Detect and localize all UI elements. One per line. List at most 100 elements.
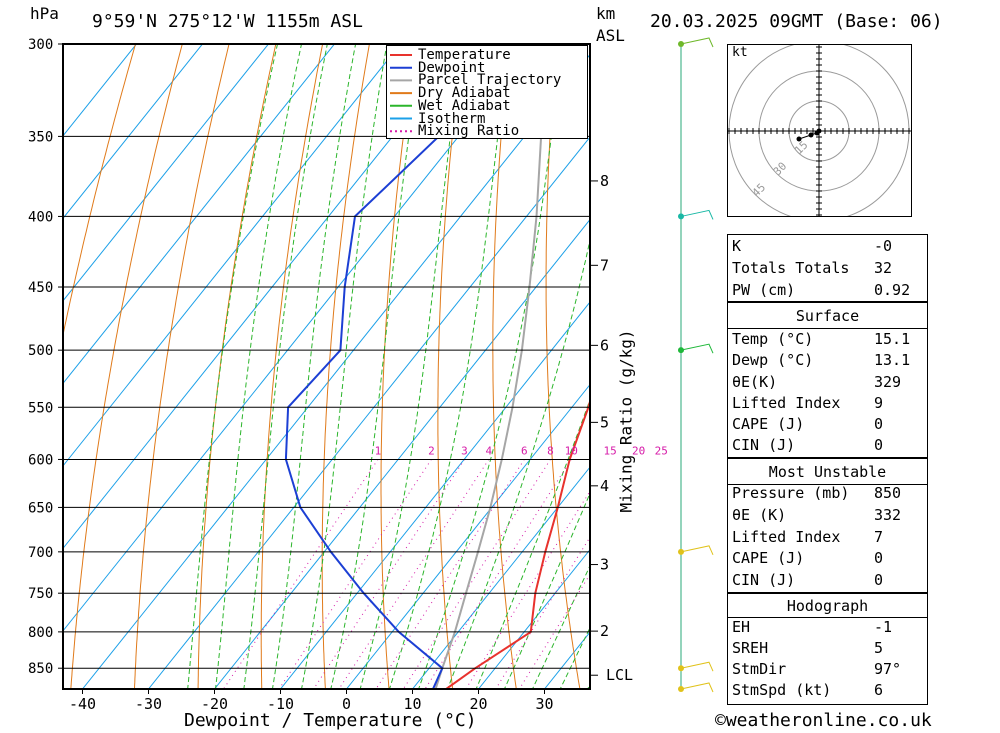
hodograph-point <box>814 130 820 136</box>
wet-adiabat-line <box>300 44 388 689</box>
hodograph-point <box>808 132 814 138</box>
mu-li-value: 7 <box>874 528 884 546</box>
mixing-ratio-label: 4 <box>486 444 493 457</box>
wind-barb <box>680 37 714 48</box>
height-tick-label: 8 <box>600 172 609 190</box>
dry-adiabat-line <box>321 44 370 689</box>
hodograph-ring-label: 30 <box>771 160 790 179</box>
wet-adiabat-line <box>559 626 590 689</box>
chart-legend: Temperature Dewpoint Parcel Trajectory Dry … <box>386 45 588 139</box>
plot-frame <box>62 43 591 690</box>
most-unstable-box: Most Unstable Pressure (mb) 850 θE (K) 332… <box>727 458 928 593</box>
pressure-tick-label: 500 <box>28 343 53 359</box>
dry-adiabat-line <box>973 3 1000 703</box>
wind-barb <box>680 682 714 693</box>
surface-cin-label: CIN (J) <box>732 436 796 454</box>
x-axis-title: Dewpoint / Temperature (°C) <box>184 710 477 731</box>
wind-barb <box>680 343 714 354</box>
hodograph-point <box>796 136 802 142</box>
isotherm-line <box>148 136 590 689</box>
pressure-tick-label: 450 <box>28 280 53 296</box>
dry-adiabat-line <box>70 44 183 689</box>
pw-value: 0.92 <box>874 281 911 299</box>
k-index-label: K <box>732 237 742 255</box>
wet-adiabat-line <box>187 44 279 689</box>
wind-barb <box>680 545 714 556</box>
most-unstable-title: Most Unstable <box>768 463 887 481</box>
height-tick-label: 2 <box>600 622 609 640</box>
run-datetime: 20.03.2025 09GMT (Base: 06) <box>650 11 943 32</box>
surface-box: Surface Temp (°C) 15.1 Dewp (°C) 13.1 θE(K… <box>727 302 928 458</box>
height-tick-label: 6 <box>600 336 609 354</box>
isotherm-line <box>346 383 590 689</box>
dry-adiabat-line <box>545 44 581 689</box>
credit-footer[interactable]: ©weatheronline.co.uk <box>715 710 932 731</box>
surface-thetae-value: 329 <box>874 373 902 391</box>
mixing-ratio-axis-label: Mixing Ratio (g/kg) <box>616 329 636 513</box>
pressure-tick-label: 650 <box>28 500 53 516</box>
pressure-tick-label: 600 <box>28 452 53 468</box>
pressure-tick-label: 400 <box>28 209 53 225</box>
isotherm-line <box>63 44 270 302</box>
temperature-tick-label: -40 <box>69 695 96 713</box>
surface-li-label: Lifted Index <box>732 394 841 412</box>
hodograph-ring-label: 45 <box>750 181 769 200</box>
wind-barb <box>680 209 714 220</box>
temperature-tick-label: 10 <box>403 695 421 713</box>
pressure-tick-label: 300 <box>28 37 53 53</box>
pressure-unit: hPa <box>30 4 59 23</box>
pressure-tick-label: 850 <box>28 661 53 677</box>
dry-adiabat-line <box>197 44 277 689</box>
totals-totals-label: Totals Totals <box>732 259 850 277</box>
indices-top-box: K -0 Totals Totals 32 PW (cm) 0.92 <box>727 234 928 302</box>
legend-item: Dewpoint <box>418 59 486 76</box>
wet-adiabat-line <box>475 398 590 689</box>
pressure-tick-label: 350 <box>28 129 53 145</box>
mixing-ratio-label: 10 <box>565 444 578 457</box>
stmdir-value: 97° <box>874 660 902 678</box>
mu-cape-value: 0 <box>874 549 884 567</box>
dry-adiabat-line <box>133 44 230 689</box>
dry-adiabat-line <box>927 3 1000 703</box>
hodograph-kt-label: kt <box>732 45 748 60</box>
mixing-ratio-label: 25 <box>655 444 668 457</box>
surface-dewp-label: Dewp (°C) <box>732 351 814 369</box>
mixing-ratio-line <box>518 573 590 689</box>
wet-adiabat-line <box>330 44 423 689</box>
dry-adiabat-line <box>260 44 324 689</box>
height-tick-label: 4 <box>600 477 609 495</box>
legend-item: Temperature <box>418 47 511 63</box>
isotherm-line <box>478 548 590 689</box>
credit-text: weatheronline.co.uk <box>725 710 932 731</box>
mu-cape-label: CAPE (J) <box>732 549 805 567</box>
mixing-ratio-label: 1 <box>375 444 382 457</box>
pressure-tick-label: 800 <box>28 625 53 641</box>
mu-li-label: Lifted Index <box>732 528 841 546</box>
wet-adiabat-line <box>531 564 590 689</box>
mu-thetae-value: 332 <box>874 506 902 524</box>
surface-thetae-label: θE(K) <box>732 373 778 391</box>
totals-totals-value: 32 <box>874 259 893 277</box>
surface-cin-value: 0 <box>874 436 884 454</box>
stmspd-value: 6 <box>874 681 884 699</box>
pressure-tick-label: 550 <box>28 400 53 416</box>
wet-adiabat-line <box>418 44 564 689</box>
temperature-tick-label: -10 <box>267 695 294 713</box>
mixing-ratio-label: 2 <box>428 444 435 457</box>
sreh-value: 5 <box>874 639 884 657</box>
mixing-ratio-label: 3 <box>461 444 468 457</box>
mu-cin-value: 0 <box>874 571 884 589</box>
surface-cape-value: 0 <box>874 415 884 433</box>
isotherm-line <box>63 44 204 220</box>
surface-temp-value: 15.1 <box>874 330 911 348</box>
wet-adiabat-line <box>243 44 328 689</box>
legend-item: Mixing Ratio <box>418 123 520 140</box>
temperature-tick-label: 20 <box>469 695 487 713</box>
stmdir-label: StmDir <box>732 660 787 678</box>
temperature-tick-label: 0 <box>342 695 351 713</box>
k-index-value: -0 <box>874 237 893 255</box>
surface-dewp-value: 13.1 <box>874 351 911 369</box>
surface-temp-label: Temp (°C) <box>732 330 814 348</box>
pressure-tick-label: 750 <box>28 586 53 602</box>
